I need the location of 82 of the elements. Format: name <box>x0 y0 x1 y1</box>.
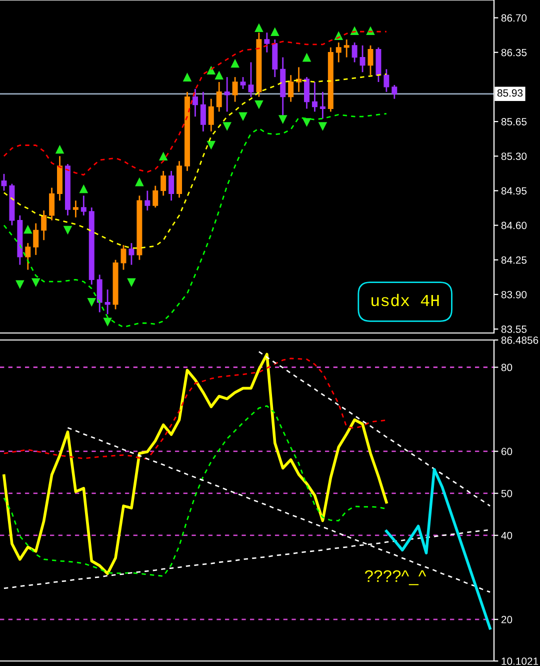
point <box>206 66 216 75</box>
y-tick-label: 20 <box>501 616 512 624</box>
candlestick <box>240 76 246 90</box>
y-tick-label: 10.1021 <box>502 658 538 665</box>
point <box>318 122 328 131</box>
y-tick-label: 83.90 <box>501 290 527 298</box>
y-tick-label: 80 <box>501 364 512 372</box>
candlestick <box>72 200 78 218</box>
candlestick <box>288 74 294 102</box>
point <box>87 298 96 307</box>
candlestick <box>96 274 102 313</box>
y-tick-label: 86.4856 <box>501 336 538 344</box>
annotation: ????^_^ <box>364 570 426 586</box>
candlestick <box>208 98 214 132</box>
y-tick-label: 60 <box>501 448 512 456</box>
point <box>63 226 72 235</box>
candlestick <box>224 76 230 112</box>
candlestick <box>152 185 158 208</box>
point <box>158 152 168 161</box>
y-tick-label: 86.35 <box>501 48 527 56</box>
candlestick <box>232 76 238 102</box>
point <box>16 280 24 289</box>
line-series <box>258 351 491 507</box>
candlestick <box>312 81 318 112</box>
point <box>31 278 40 287</box>
candlestick <box>304 76 310 110</box>
candlestick <box>392 84 398 100</box>
point <box>302 52 312 62</box>
y-tick-label: 50 <box>501 490 512 498</box>
y-tick-label: 40 <box>501 532 512 540</box>
point <box>238 112 248 121</box>
point <box>254 100 264 110</box>
point <box>135 177 144 186</box>
candlestick <box>200 91 206 132</box>
candlestick <box>120 244 126 270</box>
point <box>278 115 288 124</box>
candlestick <box>248 62 254 98</box>
candlestick <box>144 190 150 212</box>
point <box>230 58 240 68</box>
candlestick <box>49 187 55 222</box>
candlestick <box>320 91 326 120</box>
candlestick <box>264 32 270 54</box>
y-tick-label: 84.25 <box>501 256 527 264</box>
y-tick-label: 83.55 <box>501 326 527 333</box>
candlestick <box>192 88 198 118</box>
point <box>270 27 280 36</box>
candlestick <box>41 210 47 241</box>
point <box>206 140 216 150</box>
candlestick <box>104 288 110 315</box>
candlestick <box>384 68 390 93</box>
candlestick <box>296 66 302 93</box>
y-tick-label: 84.95 <box>501 187 527 195</box>
candlestick <box>216 81 222 112</box>
y-tick-label: 86.70 <box>501 14 527 22</box>
point <box>79 184 88 194</box>
candlestick <box>336 42 342 63</box>
candlestick <box>33 222 39 256</box>
point <box>55 144 64 154</box>
candlestick <box>25 242 31 270</box>
y-tick-label: 84.60 <box>501 222 527 230</box>
point <box>254 23 264 32</box>
candlestick <box>360 44 366 73</box>
point <box>23 224 32 234</box>
candlestick <box>1 173 7 192</box>
point <box>302 118 312 127</box>
candlestick <box>368 44 374 76</box>
candlestick <box>344 38 350 58</box>
y-tick-label: 85.65 <box>501 118 527 126</box>
point <box>182 72 192 82</box>
line-series <box>3 358 388 460</box>
annotation: usdx 4H <box>372 294 439 306</box>
candlestick <box>128 242 134 266</box>
point <box>127 278 136 287</box>
y-tick-label: 85.30 <box>501 152 527 160</box>
point <box>103 318 112 327</box>
candlestick <box>80 194 86 216</box>
point <box>214 70 224 80</box>
candlestick <box>160 170 166 196</box>
candlestick <box>168 170 174 202</box>
candlestick <box>352 42 358 63</box>
ref-line-label: 85.93 <box>497 89 523 97</box>
point <box>222 122 232 131</box>
